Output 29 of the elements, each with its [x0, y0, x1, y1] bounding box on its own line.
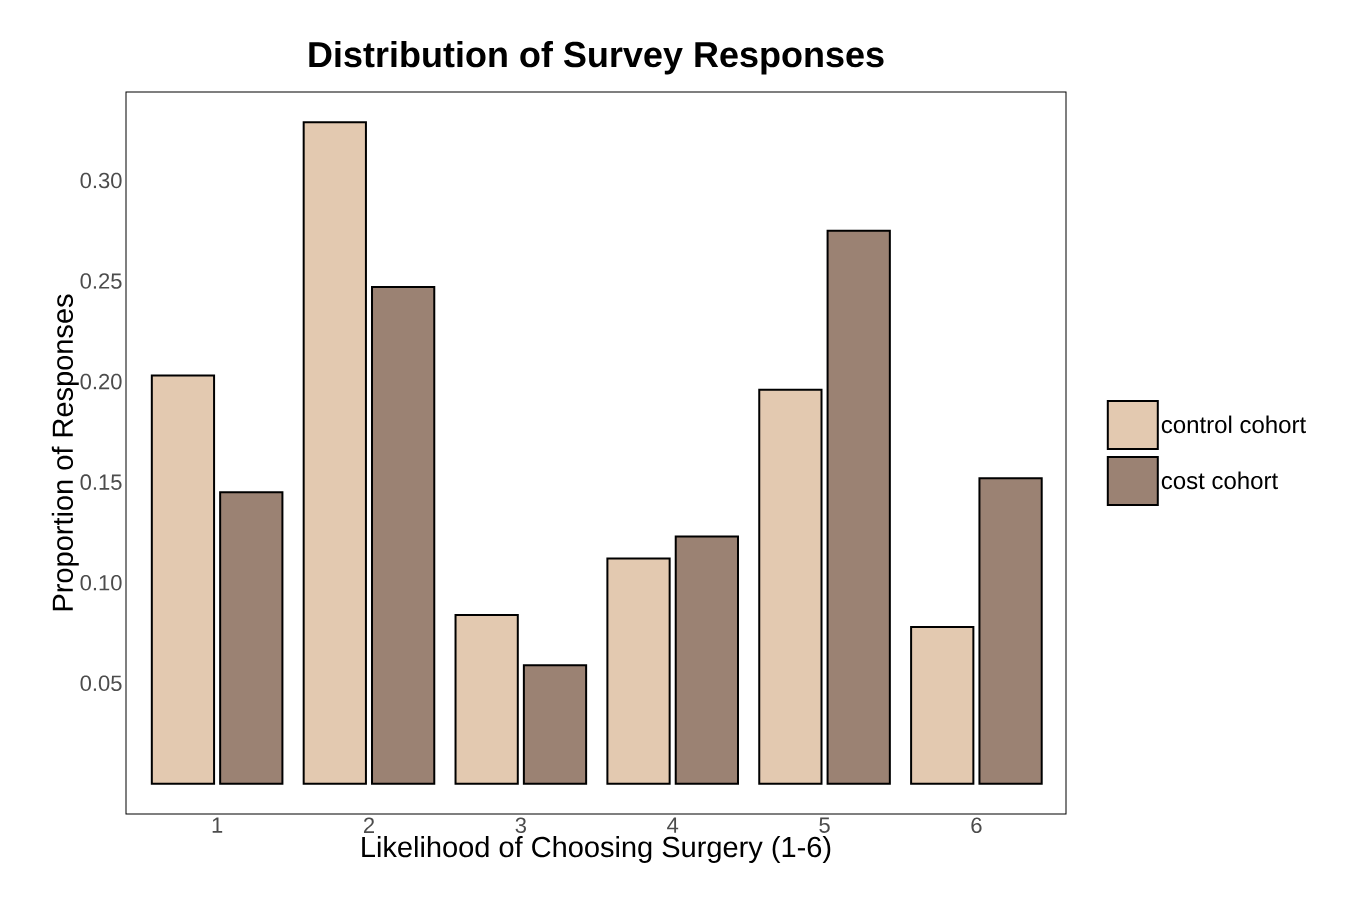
- y-tick-label: 0.30: [80, 172, 122, 189]
- x-tick-label: 1: [212, 817, 223, 833]
- bar: [454, 613, 519, 785]
- y-tick-label: 0.15: [80, 474, 122, 490]
- x-axis-title: Likelihood of Choosing Surgery (1-6): [362, 835, 831, 864]
- bar: [606, 557, 671, 785]
- bar: [371, 286, 436, 785]
- x-tick-label: 6: [971, 817, 982, 834]
- y-tick-label: 0.25: [80, 273, 122, 289]
- x-tick-label: 5: [819, 817, 830, 833]
- bar: [219, 491, 284, 785]
- y-tick-label: 0.05: [80, 675, 122, 692]
- bar: [522, 664, 588, 785]
- bar: [978, 477, 1043, 785]
- bar: [910, 625, 975, 785]
- y-axis-title: Proportion of Responses: [51, 294, 79, 611]
- legend-label: control cohort: [1161, 415, 1306, 434]
- x-tick-label: 3: [515, 817, 526, 834]
- chart-title: Distribution of Survey Responses: [309, 40, 884, 75]
- bar: [826, 229, 891, 785]
- legend-label: cost cohort: [1161, 471, 1278, 490]
- bar: [758, 388, 823, 785]
- bar: [302, 121, 367, 785]
- x-tick-label: 2: [363, 817, 374, 833]
- y-tick-label: 0.10: [80, 574, 122, 591]
- x-tick-label: 4: [667, 817, 679, 833]
- y-tick-label: 0.20: [80, 373, 122, 390]
- bar: [674, 535, 739, 785]
- bar: [150, 374, 216, 785]
